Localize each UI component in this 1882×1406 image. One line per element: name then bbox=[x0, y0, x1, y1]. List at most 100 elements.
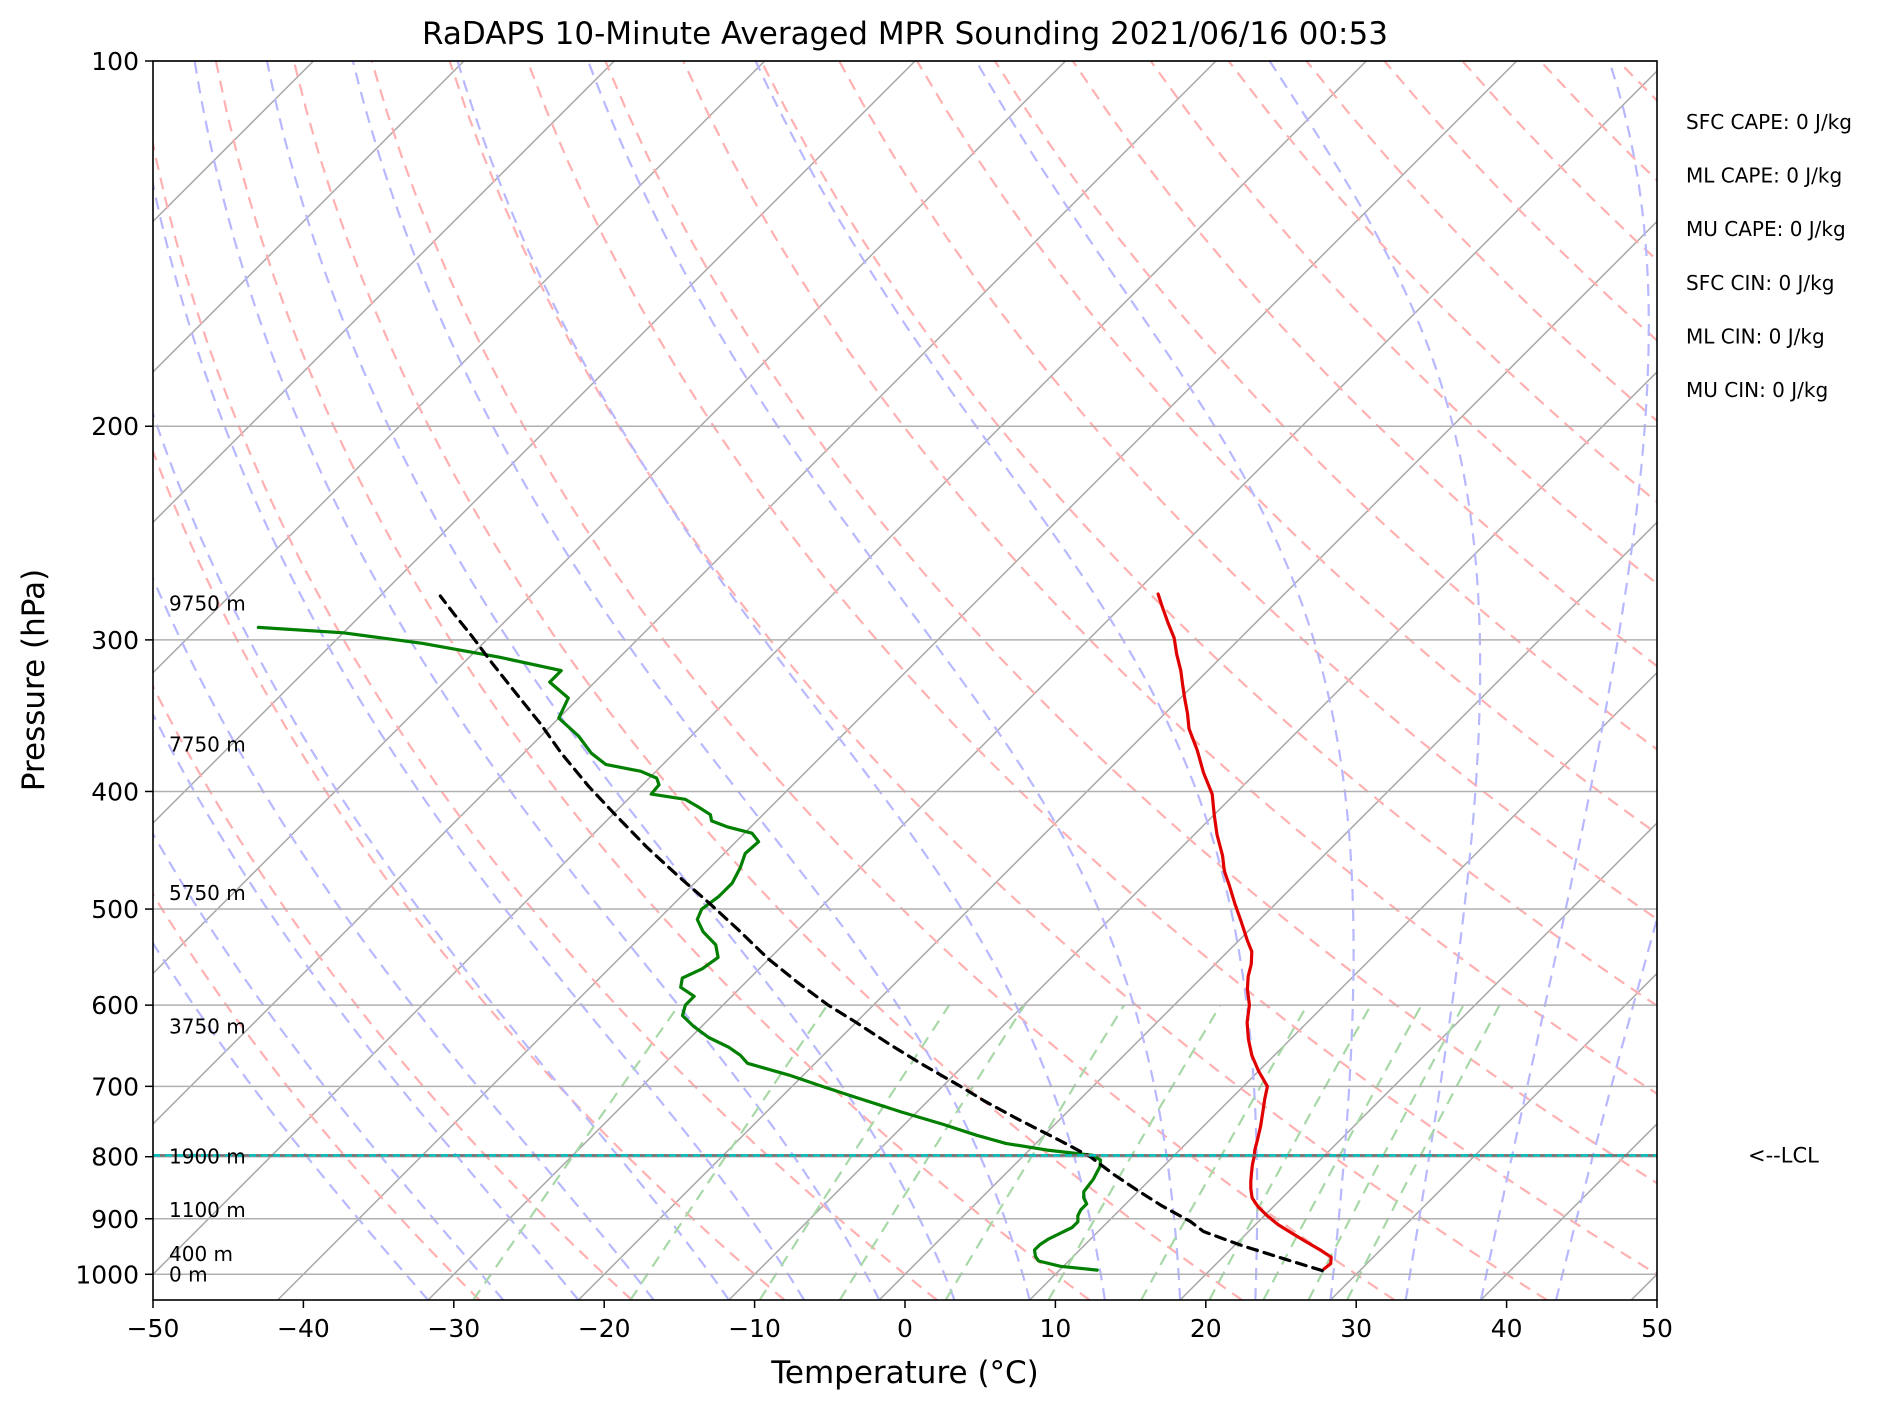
height-label: 7750 m bbox=[169, 733, 246, 757]
x-axis-label: Temperature (°C) bbox=[770, 1355, 1039, 1391]
moist-adiabat bbox=[153, 410, 730, 1300]
dry-adiabat bbox=[153, 684, 633, 1300]
stats-panel: SFC CAPE: 0 J/kg ML CAPE: 0 J/kg MU CAPE: … bbox=[1686, 110, 1852, 402]
x-tick-label: −10 bbox=[728, 1314, 781, 1343]
dry-adiabat bbox=[448, 61, 1548, 1300]
mixing-ratio-line bbox=[1208, 1004, 1372, 1300]
series-line-1 bbox=[256, 625, 1103, 1272]
dry-adiabat bbox=[760, 61, 1657, 1008]
height-label: 1100 m bbox=[169, 1198, 246, 1222]
moist-adiabat bbox=[1555, 914, 1657, 1300]
y-tick-label: 600 bbox=[91, 991, 139, 1020]
x-tick-label: 0 bbox=[897, 1314, 913, 1343]
dry-adiabat bbox=[993, 61, 1657, 751]
dry-adiabat bbox=[1696, 61, 1882, 1300]
isotherm-line bbox=[153, 61, 1367, 1276]
isotherm-line bbox=[153, 61, 1067, 975]
mixing-ratio-line bbox=[758, 1004, 951, 1300]
stat-label: MU CAPE: 0 J/kg bbox=[1686, 217, 1846, 241]
x-tick-label: −20 bbox=[578, 1314, 631, 1343]
x-tick-label: 50 bbox=[1641, 1314, 1673, 1343]
height-label: 1900 m bbox=[169, 1145, 246, 1169]
dry-adiabat bbox=[370, 61, 1396, 1300]
dry-adiabat bbox=[292, 61, 1243, 1300]
y-axis-label: Pressure (hPa) bbox=[16, 569, 52, 791]
mixing-ratio-line bbox=[1307, 1004, 1465, 1300]
isotherm-line bbox=[153, 61, 1217, 1125]
y-tick-label: 700 bbox=[91, 1072, 139, 1101]
series-line-0 bbox=[1156, 592, 1333, 1271]
y-tick-label: 300 bbox=[91, 626, 139, 655]
mixing-ratio-line bbox=[838, 1004, 1026, 1300]
x-tick-label: 40 bbox=[1491, 1314, 1523, 1343]
isotherm-line bbox=[728, 370, 1657, 1300]
dry-adiabat bbox=[1305, 61, 1657, 423]
moist-adiabat bbox=[153, 712, 580, 1300]
height-label: 3750 m bbox=[169, 1015, 246, 1039]
mixing-ratio-line bbox=[472, 1004, 680, 1300]
isotherm-line bbox=[1630, 1273, 1657, 1300]
moist-adiabat bbox=[153, 178, 806, 1300]
height-label: 5750 m bbox=[169, 881, 246, 905]
chart-title: RaDAPS 10-Minute Averaged MPR Sounding 2… bbox=[422, 16, 1388, 52]
y-tick-label: 500 bbox=[91, 895, 139, 924]
mixing-ratio-line bbox=[1047, 1004, 1222, 1300]
y-tick-labels: 100 200 300 400 500 600 700 800 900 1000 bbox=[75, 47, 139, 1289]
height-labels: 9750 m 7750 m 5750 m 3750 m 1900 m 1100 m 400 … bbox=[169, 592, 246, 1287]
moist-adiabat bbox=[1268, 61, 1482, 1300]
x-tick-label: −30 bbox=[427, 1314, 480, 1343]
dry-adiabat bbox=[526, 61, 1657, 1276]
moist-adiabat bbox=[1479, 61, 1650, 1300]
moist-adiabat bbox=[265, 61, 956, 1300]
x-tick-label: −40 bbox=[277, 1314, 330, 1343]
series-line-2 bbox=[438, 594, 1324, 1273]
height-label: 9750 m bbox=[169, 592, 246, 616]
y-tick-label: 800 bbox=[91, 1143, 139, 1172]
isotherm-line bbox=[1480, 1122, 1657, 1300]
moist-adiabat bbox=[754, 61, 1259, 1300]
y-tick-label: 1000 bbox=[75, 1260, 139, 1289]
stat-label: MU CIN: 0 J/kg bbox=[1686, 378, 1828, 402]
isotherm-line bbox=[878, 521, 1657, 1300]
x-tick-label: 10 bbox=[1039, 1314, 1071, 1343]
y-tick-label: 100 bbox=[91, 47, 139, 76]
tick-marks bbox=[145, 60, 1658, 1308]
dry-adiabat bbox=[214, 61, 1091, 1300]
gridlines bbox=[153, 60, 1657, 1276]
mixing-ratio-line bbox=[1262, 1004, 1423, 1300]
isotherm-line bbox=[277, 61, 1518, 1300]
y-tick-label: 400 bbox=[91, 777, 139, 806]
height-label: 400 m bbox=[169, 1242, 233, 1266]
moist-adiabat bbox=[193, 61, 881, 1300]
isotherm-line bbox=[153, 61, 615, 524]
data-series bbox=[256, 592, 1333, 1273]
dry-adiabat bbox=[682, 61, 1657, 1095]
isotherm-line bbox=[153, 61, 465, 373]
isotherm-line bbox=[1329, 972, 1657, 1300]
stat-label: SFC CIN: 0 J/kg bbox=[1686, 271, 1834, 295]
mixing-ratio-line bbox=[1140, 1004, 1309, 1300]
isotherm-line bbox=[577, 220, 1657, 1300]
x-tick-label: −50 bbox=[127, 1314, 180, 1343]
dry-adiabat bbox=[1149, 61, 1657, 586]
dry-adiabat bbox=[1071, 61, 1657, 668]
dry-adiabat bbox=[604, 61, 1657, 1185]
dry-adiabat bbox=[838, 61, 1657, 921]
dry-adiabat bbox=[153, 138, 938, 1300]
mixing-ratio-line bbox=[944, 1004, 1126, 1300]
background-lines bbox=[153, 61, 1882, 1300]
y-tick-label: 200 bbox=[91, 412, 139, 441]
moist-adiabat bbox=[153, 831, 505, 1300]
stat-label: ML CAPE: 0 J/kg bbox=[1686, 164, 1842, 188]
moist-adiabat bbox=[975, 61, 1355, 1300]
stat-label: SFC CAPE: 0 J/kg bbox=[1686, 110, 1852, 134]
isotherm-line bbox=[153, 61, 916, 825]
dry-adiabat bbox=[153, 892, 481, 1300]
dry-adiabat bbox=[1227, 61, 1657, 504]
isotherm-line bbox=[427, 70, 1657, 1300]
x-tick-labels: −50 −40 −30 −20 −10 0 10 20 30 40 50 bbox=[127, 1314, 1673, 1343]
moist-adiabat bbox=[351, 61, 1031, 1300]
dry-adiabat bbox=[1461, 61, 1657, 262]
dry-adiabat bbox=[916, 61, 1657, 836]
